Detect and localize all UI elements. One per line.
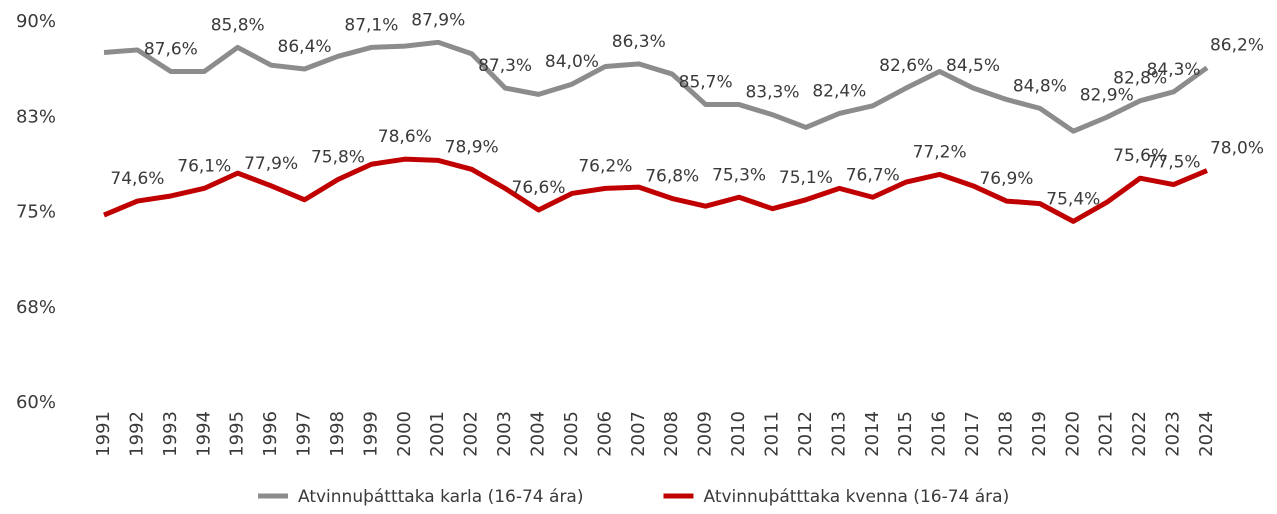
x-tick-label: 2022 <box>1129 411 1150 457</box>
x-tick-label: 2020 <box>1062 411 1083 457</box>
y-tick-label: 68% <box>16 297 56 318</box>
annotation: 87,6% <box>144 40 198 60</box>
y-tick-label: 83% <box>16 106 56 127</box>
x-tick-label: 2024 <box>1196 411 1217 457</box>
annotation: 75,4% <box>1046 189 1100 209</box>
x-tick-label: 2017 <box>962 411 983 457</box>
annotation: 78,9% <box>445 137 499 157</box>
annotation: 87,3% <box>478 56 532 76</box>
x-tick-label: 2005 <box>561 411 582 457</box>
legend-label: Atvinnuþátttaka kvenna (16-74 ára) <box>703 487 1009 507</box>
x-tick-label: 2014 <box>862 411 883 457</box>
annotation: 75,3% <box>712 165 766 185</box>
x-tick-label: 2003 <box>494 411 515 457</box>
x-tick-label: 2010 <box>728 411 749 457</box>
x-tick-label: 2018 <box>995 411 1016 457</box>
annotation: 82,9% <box>1080 85 1134 105</box>
series-line <box>103 39 1209 134</box>
x-tick-label: 2001 <box>427 411 448 457</box>
annotation: 87,1% <box>344 15 398 35</box>
annotation: 84,0% <box>545 52 599 72</box>
annotation: 82,6% <box>879 56 933 76</box>
annotation: 77,2% <box>913 142 967 162</box>
annotation: 78,0% <box>1210 139 1264 159</box>
annotation: 76,8% <box>645 167 699 187</box>
x-tick-label: 2019 <box>1029 411 1050 457</box>
x-tick-label: 2009 <box>695 411 716 457</box>
legend-label: Atvinnuþátttaka karla (16-74 ára) <box>298 487 583 507</box>
annotation: 85,8% <box>211 15 265 35</box>
annotation: 76,7% <box>846 165 900 185</box>
annotation: 87,9% <box>411 10 465 30</box>
x-tick-label: 2023 <box>1163 411 1184 457</box>
annotation: 86,3% <box>612 32 666 52</box>
annotation: 74,6% <box>110 169 164 189</box>
x-tick-label: 2012 <box>795 411 816 457</box>
x-tick-label: 1997 <box>294 411 315 457</box>
annotation: 75,6% <box>1113 146 1167 166</box>
x-tick-label: 1992 <box>126 411 147 457</box>
x-tick-label: 2006 <box>594 411 615 457</box>
x-tick-label: 2016 <box>929 411 950 457</box>
annotation: 84,5% <box>946 56 1000 76</box>
annotation: 76,1% <box>177 156 231 176</box>
x-tick-label: 2011 <box>761 411 782 457</box>
annotation: 78,6% <box>378 127 432 147</box>
y-tick-label: 60% <box>16 392 56 413</box>
x-tick-label: 2004 <box>528 411 549 457</box>
x-tick-label: 2021 <box>1096 411 1117 457</box>
x-tick-label: 2002 <box>461 411 482 457</box>
x-tick-label: 2007 <box>628 411 649 457</box>
annotation: 82,4% <box>812 81 866 101</box>
x-tick-label: 1995 <box>227 411 248 457</box>
x-tick-label: 1998 <box>327 411 348 457</box>
annotation: 83,3% <box>745 83 799 103</box>
annotation: 76,6% <box>512 178 566 198</box>
x-tick-label: 2015 <box>895 411 916 457</box>
series-line <box>103 156 1208 224</box>
annotation: 77,5% <box>1147 153 1201 173</box>
y-tick-label: 90% <box>16 11 56 32</box>
x-tick-label: 2000 <box>394 411 415 457</box>
annotation: 76,9% <box>979 169 1033 189</box>
annotation: 86,4% <box>278 37 332 57</box>
annotation: 86,2% <box>1210 36 1264 56</box>
annotation: 75,1% <box>779 168 833 188</box>
x-tick-label: 1999 <box>360 411 381 457</box>
x-tick-label: 1993 <box>160 411 181 457</box>
annotation: 75,8% <box>311 147 365 167</box>
annotation: 77,9% <box>244 154 298 174</box>
annotation: 76,2% <box>578 156 632 176</box>
x-tick-label: 1994 <box>193 411 214 457</box>
annotation: 84,8% <box>1013 76 1067 96</box>
x-tick-label: 1991 <box>93 411 114 457</box>
annotation: 85,7% <box>679 73 733 93</box>
x-tick-label: 2008 <box>661 411 682 457</box>
annotation: 84,3% <box>1147 60 1201 80</box>
x-tick-label: 2013 <box>828 411 849 457</box>
y-tick-label: 75% <box>16 202 56 223</box>
annotation: 82,8% <box>1113 69 1167 89</box>
x-tick-label: 1996 <box>260 411 281 457</box>
